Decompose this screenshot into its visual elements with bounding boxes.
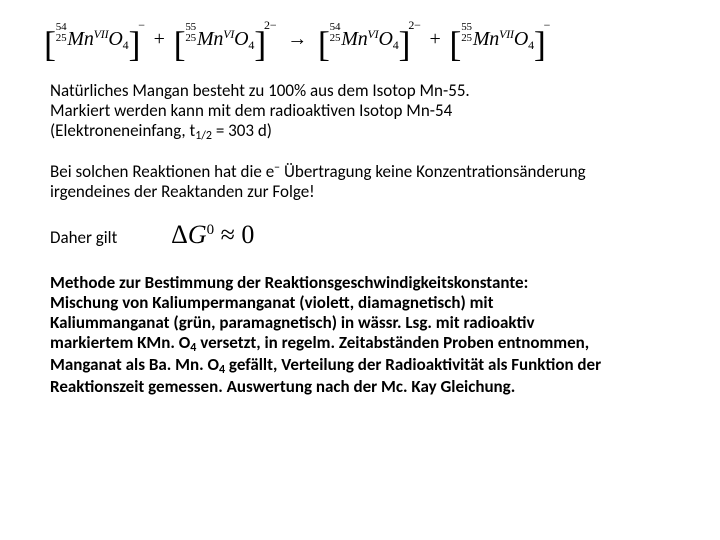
p1-halflife-sub: 1/2: [195, 129, 212, 143]
t2-oc: 4: [393, 38, 399, 52]
slide: [5425MnVIIO4]− + [5525MnVIO4]2− → [5425M…: [0, 0, 720, 540]
redox-equation: [5425MnVIIO4]− + [5525MnVIO4]2− → [5425M…: [44, 18, 676, 53]
t3-chg: −: [544, 18, 551, 32]
t0-chg: −: [138, 18, 145, 32]
dg-delta: Δ: [171, 220, 188, 249]
plus-1: +: [150, 28, 169, 50]
dg-G: G: [188, 220, 207, 249]
p1-line3a: (Elektroneneinfang, t: [50, 120, 195, 141]
t2-ox: VI: [368, 27, 379, 41]
arrow: →: [281, 28, 313, 50]
p2-c: irgendeines der Reaktanden zur Folge!: [50, 181, 315, 202]
dg-sup: 0: [207, 222, 215, 238]
p1-line2: Markiert werden kann mit dem radioaktive…: [50, 100, 452, 121]
t1-chg: 2−: [264, 18, 276, 32]
t2-chg: 2−: [408, 18, 420, 32]
p3-label: Daher gilt: [50, 227, 117, 248]
p4-l3: Kaliummanganat (grün, paramagnetisch) in…: [50, 312, 535, 333]
p4-l5: Manganat als Ba. Mn. O: [50, 354, 219, 375]
t3-mass-bot: 25: [461, 33, 472, 44]
delta-g-equation: ΔG0 ≈ 0: [121, 220, 254, 249]
p2-a: Bei solchen Reaktionen hat die e: [50, 161, 274, 182]
p4-l5b: gefällt, Verteilung der Radioaktivität a…: [225, 354, 601, 375]
body-text: Natürliches Mangan besteht zu 100% aus d…: [44, 81, 676, 398]
paragraph-isotopes: Natürliches Mangan besteht zu 100% aus d…: [50, 81, 670, 143]
paragraph-reaction-note: Bei solchen Reaktionen hat die e− Übertr…: [50, 161, 670, 202]
t0-mass-bot: 25: [56, 33, 67, 44]
p4-l6: Reaktionszeit gemessen. Auswertung nach …: [50, 376, 515, 397]
paragraph-method: Methode zur Bestimmung der Reaktionsgesc…: [50, 273, 670, 398]
t3-o: O: [514, 28, 528, 50]
t3-oc: 4: [528, 38, 534, 52]
t2-o: O: [378, 28, 392, 50]
p1-line3b: = 303 d): [212, 120, 272, 141]
t3-ox: VII: [499, 27, 514, 41]
p1-line1: Natürliches Mangan besteht zu 100% aus d…: [50, 80, 470, 101]
dg-approx: ≈ 0: [214, 220, 254, 249]
paragraph-delta-g: Daher gilt ΔG0 ≈ 0: [50, 220, 670, 251]
t0-o: O: [108, 28, 122, 50]
t0-element: Mn: [67, 28, 93, 50]
plus-2: +: [426, 28, 445, 50]
p2-b: Übertragung keine Konzentrationsänderung: [280, 161, 586, 182]
p4-l2: Mischung von Kaliumpermanganat (violett,…: [50, 292, 494, 313]
t1-ox: VI: [223, 27, 234, 41]
p4-l4: markiertem KMn. O: [50, 332, 190, 353]
t0-ox: VII: [94, 27, 109, 41]
p4-l1: Methode zur Bestimmung der Reaktionsgesc…: [50, 272, 528, 293]
t1-o: O: [234, 28, 248, 50]
t2-mass-bot: 25: [330, 33, 341, 44]
t1-mass-bot: 25: [185, 33, 196, 44]
t2-element: Mn: [341, 28, 367, 50]
p4-l4b: versetzt, in regelm. Zeitabständen Probe…: [196, 332, 589, 353]
t1-element: Mn: [197, 28, 223, 50]
t3-element: Mn: [473, 28, 499, 50]
